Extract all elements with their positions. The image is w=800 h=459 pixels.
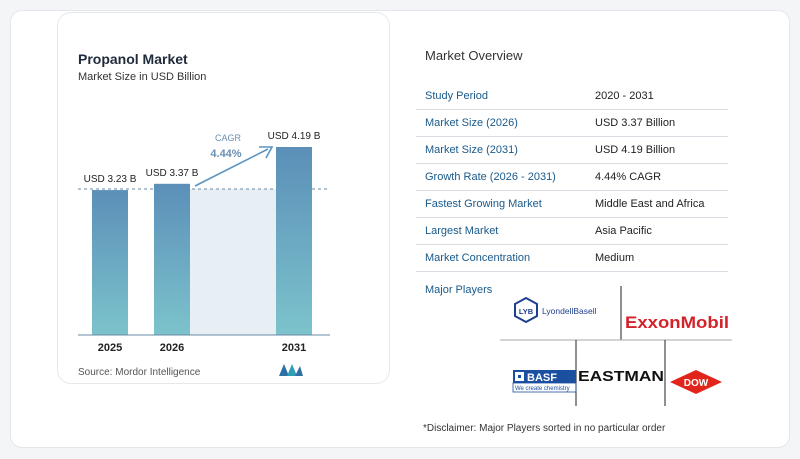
overview-table: Study Period 2020 - 2031 Market Size (202… — [416, 83, 728, 272]
basf-text: BASF — [527, 372, 557, 384]
overview-title: Market Overview — [425, 48, 523, 63]
row-value: Asia Pacific — [595, 225, 652, 237]
major-players-logos: LYB LyondellBasell ExxonMobil BASF We cr… — [500, 286, 732, 406]
dow-text: DOW — [684, 378, 709, 389]
value-label-2031: USD 4.19 B — [268, 131, 321, 142]
row-label: Market Concentration — [425, 252, 531, 264]
bar-2026 — [154, 183, 190, 335]
eastman-logo: EASTMAN — [578, 369, 664, 385]
source-note: Source: Mordor Intelligence — [78, 367, 201, 378]
value-label-2025: USD 3.23 B — [84, 174, 137, 185]
mordor-logo-icon — [279, 364, 303, 376]
row-value: 2020 - 2031 — [595, 90, 654, 102]
row-value: 4.44% CAGR — [595, 171, 662, 183]
basf-tagline: We create chemistry — [515, 386, 570, 392]
overview-row: Study Period 2020 - 2031 — [416, 83, 728, 110]
disclaimer: *Disclaimer: Major Players sorted in no … — [423, 423, 666, 434]
value-label-2026: USD 3.37 B — [146, 168, 199, 179]
row-label: Growth Rate (2026 - 2031) — [425, 171, 556, 183]
category-label-2025: 2025 — [98, 342, 122, 354]
cagr-label: CAGR — [215, 133, 242, 143]
basf-logo: BASF We create chemistry — [512, 370, 577, 393]
overview-row: Growth Rate (2026 - 2031) 4.44% CAGR — [416, 164, 728, 191]
row-label: Market Size (2026) — [425, 117, 518, 129]
exxonmobil-logo: ExxonMobil — [625, 313, 729, 332]
overview-row: Largest Market Asia Pacific — [416, 218, 728, 245]
bar-2031 — [276, 147, 312, 335]
category-label-2026: 2026 — [160, 342, 184, 354]
overview-row: Market Size (2031) USD 4.19 Billion — [416, 137, 728, 164]
row-label: Market Size (2031) — [425, 144, 518, 156]
chart-subtitle: Market Size in USD Billion — [78, 71, 207, 83]
category-label-2031: 2031 — [282, 342, 306, 354]
row-value: Medium — [595, 252, 635, 264]
lyb-text: LYB — [519, 307, 534, 316]
dow-logo: DOW — [670, 370, 722, 394]
row-label: Fastest Growing Market — [425, 198, 542, 210]
row-value: USD 3.37 Billion — [595, 117, 676, 129]
overview-row: Market Size (2026) USD 3.37 Billion — [416, 110, 728, 137]
row-value: USD 4.19 Billion — [595, 144, 676, 156]
chart-title: Propanol Market — [78, 51, 188, 67]
major-players-title: Major Players — [425, 284, 493, 296]
lyondellbasell-text: LyondellBasell — [542, 306, 597, 316]
row-label: Largest Market — [425, 225, 499, 237]
cagr-value: 4.44% — [210, 148, 241, 160]
row-label: Study Period — [425, 90, 488, 102]
row-value: Middle East and Africa — [595, 198, 705, 210]
overview-row: Market Concentration Medium — [416, 245, 728, 272]
lyondellbasell-logo: LYB LyondellBasell — [514, 296, 597, 324]
cagr-arrow — [194, 146, 274, 187]
bar-2025 — [92, 190, 128, 335]
overview-row: Fastest Growing Market Middle East and Af… — [416, 191, 728, 218]
